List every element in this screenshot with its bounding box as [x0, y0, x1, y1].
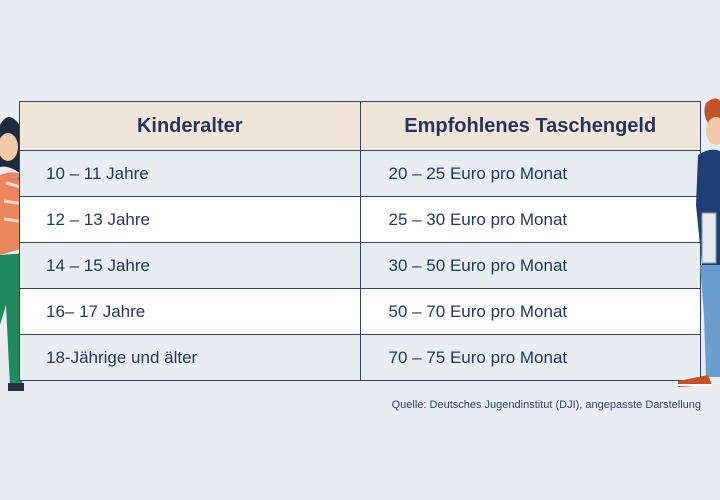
column-header-age: Kinderalter	[19, 101, 361, 151]
table-row: 14 – 15 Jahre 30 – 50 Euro pro Monat	[19, 242, 701, 289]
table-row: 10 – 11 Jahre 20 – 25 Euro pro Monat	[19, 150, 701, 197]
table-row: 16– 17 Jahre 50 – 70 Euro pro Monat	[19, 288, 701, 335]
amount-cell: 30 – 50 Euro pro Monat	[359, 242, 701, 289]
pocket-money-table: Kinderalter Empfohlenes Taschengeld 10 –…	[19, 101, 701, 381]
table-row: 12 – 13 Jahre 25 – 30 Euro pro Monat	[19, 196, 701, 243]
age-cell: 16– 17 Jahre	[19, 288, 361, 335]
boy-illustration	[678, 98, 720, 387]
age-cell: 14 – 15 Jahre	[19, 242, 361, 289]
amount-cell: 20 – 25 Euro pro Monat	[359, 150, 701, 197]
age-cell: 18-Jährige und älter	[19, 334, 361, 381]
amount-cell: 25 – 30 Euro pro Monat	[359, 196, 701, 243]
table-header-row: Kinderalter Empfohlenes Taschengeld	[19, 101, 701, 151]
source-note: Quelle: Deutsches Jugendinstitut (DJI), …	[391, 399, 701, 411]
age-cell: 12 – 13 Jahre	[19, 196, 361, 243]
amount-cell: 70 – 75 Euro pro Monat	[359, 334, 701, 381]
amount-cell: 50 – 70 Euro pro Monat	[359, 288, 701, 335]
column-header-amount: Empfohlenes Taschengeld	[359, 101, 701, 151]
table-row: 18-Jährige und älter 70 – 75 Euro pro Mo…	[19, 334, 701, 381]
age-cell: 10 – 11 Jahre	[19, 150, 361, 197]
